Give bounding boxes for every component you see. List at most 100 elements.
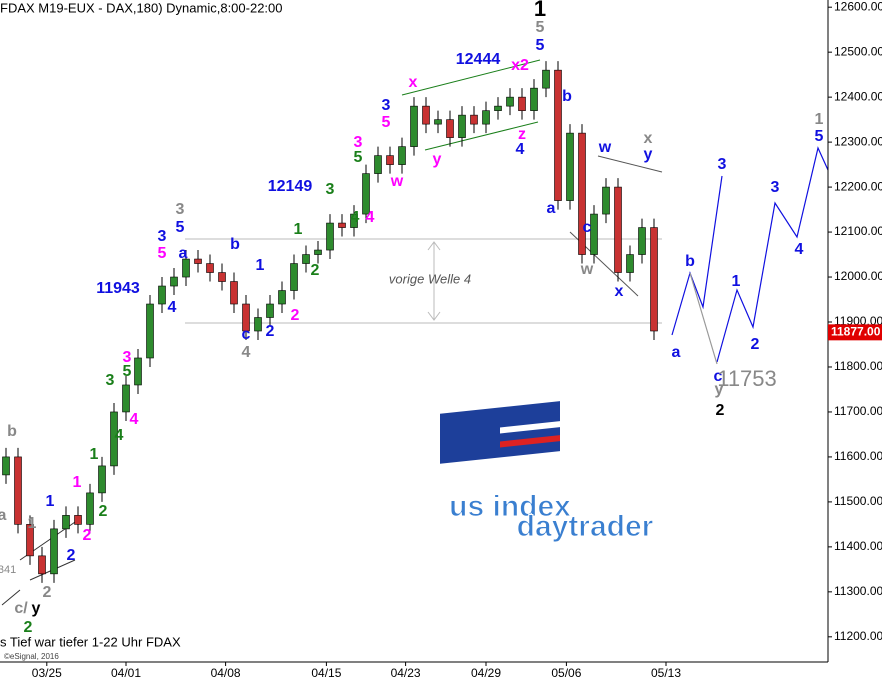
wave-label: 4 xyxy=(351,209,360,226)
x-tick-label: 03/25 xyxy=(32,666,62,680)
wave-label: 1 xyxy=(294,221,303,238)
candle-body xyxy=(650,227,658,332)
x-tick-label: 05/06 xyxy=(551,666,581,680)
wave-label: x xyxy=(409,74,418,91)
candle-body xyxy=(542,69,550,89)
wave-label: 3 xyxy=(718,156,727,173)
candle-body xyxy=(326,222,334,251)
last-price-box xyxy=(828,324,882,341)
wave-label: 4 xyxy=(516,141,525,158)
candle-body xyxy=(434,119,442,125)
wave-label: 12149 xyxy=(268,178,313,195)
wave-label: w xyxy=(598,139,612,156)
x-tick-label: 04/08 xyxy=(211,666,241,680)
wave-label: 5 xyxy=(354,149,363,166)
wave-label: 2 xyxy=(83,527,92,544)
wave-label: 2 xyxy=(99,503,108,520)
wave-label: 1 xyxy=(815,111,824,128)
wave-label: 11753 xyxy=(717,366,777,391)
candle-body xyxy=(578,132,586,255)
candle-body xyxy=(410,105,418,147)
candle-body xyxy=(146,303,154,359)
wave-label: y xyxy=(644,146,653,163)
logo-text: us index xyxy=(449,490,571,523)
wave-label: 3 xyxy=(771,179,780,196)
y-tick-label: 11500.00 xyxy=(834,494,882,508)
y-tick-label: 12300.00 xyxy=(834,134,882,148)
wave-label: a xyxy=(547,200,556,217)
candle-body xyxy=(398,146,406,165)
candle-body xyxy=(314,249,322,255)
wave-label: 4 xyxy=(242,344,251,361)
forecast-path xyxy=(689,272,718,365)
candles xyxy=(2,61,658,583)
candle-body xyxy=(290,263,298,291)
candle-body xyxy=(302,254,310,264)
wave-label: 5 xyxy=(158,245,167,262)
wave-label: 4 xyxy=(168,299,177,316)
x-tick-label: 04/23 xyxy=(391,666,421,680)
wave-label: x xyxy=(615,283,624,300)
wave-label: 2 xyxy=(67,547,76,564)
logo: us index daytrader xyxy=(440,401,654,543)
y-tick-label: 12200.00 xyxy=(834,179,882,193)
candle-body xyxy=(626,254,634,273)
wave-label: w xyxy=(580,261,594,278)
candle-body xyxy=(506,96,514,107)
candle-body xyxy=(14,456,22,525)
trendline xyxy=(401,59,541,96)
candle-body xyxy=(362,173,370,215)
candle-body xyxy=(74,515,82,525)
wave-label: 11943 xyxy=(96,280,140,297)
wave-label: 5 xyxy=(382,114,391,131)
logo-text: daytrader xyxy=(517,510,654,543)
forecast xyxy=(671,146,829,365)
wave-label: 3 xyxy=(382,97,391,114)
candle-body xyxy=(266,303,274,318)
y-tick-label: 11800.00 xyxy=(834,359,882,373)
x-tick-label: 05/13 xyxy=(651,666,681,680)
candle-body xyxy=(566,132,574,201)
wave-label: 3 xyxy=(158,228,167,245)
candle-body xyxy=(254,317,262,332)
wave-label: 5 xyxy=(176,219,185,236)
wave-label: 1 xyxy=(732,273,741,290)
wave-label: c xyxy=(714,368,723,385)
candle-body xyxy=(470,114,478,125)
candle-body xyxy=(26,524,34,557)
candle-body xyxy=(458,114,466,138)
candle-body xyxy=(338,222,346,228)
candle-body xyxy=(206,263,214,273)
candle-body xyxy=(38,555,46,575)
candle-body xyxy=(230,281,238,305)
candle-body xyxy=(242,303,250,332)
wave-label: c xyxy=(242,326,251,343)
wave-label: 2 xyxy=(751,336,760,353)
y-tick-label: 12100.00 xyxy=(834,224,882,238)
trendline xyxy=(597,155,663,173)
wave-label: 1 xyxy=(28,515,37,532)
wave-label: c xyxy=(583,219,592,236)
y-tick-label: 11600.00 xyxy=(834,449,882,463)
candle-body xyxy=(182,258,190,278)
candle-body xyxy=(350,213,358,228)
x-tick-label: 04/01 xyxy=(111,666,141,680)
wave-label: 2 xyxy=(24,619,33,636)
wave-label: a xyxy=(672,344,681,361)
wave-label: 341 xyxy=(0,564,16,576)
wave-label: 1 xyxy=(256,257,265,274)
candle-body xyxy=(374,155,382,174)
y-tick-label: 11200.00 xyxy=(834,629,882,643)
wave-label: 3 xyxy=(354,134,363,151)
last-price-label: 11877.00 xyxy=(831,325,881,339)
candle-body xyxy=(602,186,610,215)
wave-label: w xyxy=(390,173,404,190)
logo-flag xyxy=(500,421,560,434)
wave-label: 1 xyxy=(46,493,55,510)
candle-body xyxy=(134,357,142,386)
wave-label: 4 xyxy=(115,427,124,444)
y-tick-label: 12600.00 xyxy=(834,0,882,13)
